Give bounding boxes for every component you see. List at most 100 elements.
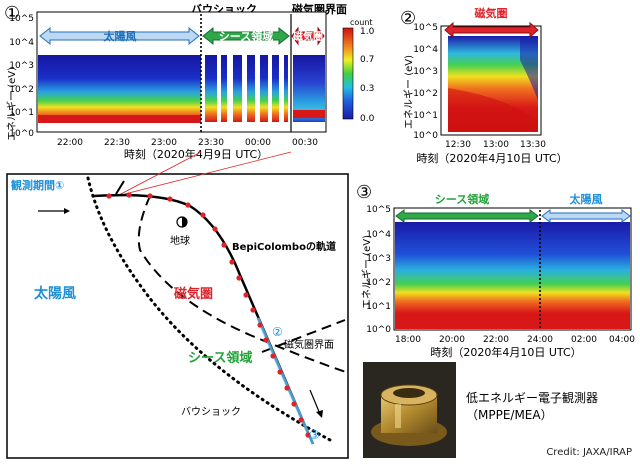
- bow-shock-curve: [86, 176, 332, 442]
- panel-3-number: ③: [356, 182, 372, 203]
- panel-3-x-ticks: 18:00 20:00 22:00 24:00 02:00 04:00: [395, 335, 635, 345]
- panel-2-x-ticks: 12:30 13:00 13:30: [445, 140, 546, 150]
- orbit-point: [298, 417, 304, 423]
- orbit-point: [236, 275, 242, 281]
- panel-2-y-ticks: 10^5 10^4 10^3 10^2 10^1 10^0: [413, 23, 438, 141]
- panel-3-solar-wind-label: 太陽風: [569, 192, 603, 206]
- x-tick: 23:00: [151, 138, 177, 148]
- colorbar-tick: 0.3: [360, 84, 374, 94]
- panel-3-y-axis-label: エネルギー (eV): [361, 235, 373, 309]
- panel-3-solar-wind-arrow: 太陽風: [541, 192, 631, 223]
- orbit-point: [147, 193, 153, 199]
- instrument-photo: [363, 362, 456, 458]
- panel-1-sheath-arrow: シース領域: [202, 26, 290, 46]
- earth-icon: [176, 216, 188, 228]
- y-tick: 10^1: [413, 111, 438, 121]
- panel-1-y-ticks: 10^5 10^4 10^3 10^2 10^1 10^0: [9, 14, 34, 139]
- x-tick: 02:00: [571, 335, 597, 345]
- map-marker-2: ②: [272, 325, 283, 339]
- orbit-diagram-frame: [6, 173, 349, 459]
- panel-1-solar-wind-arrow: 太陽風: [39, 26, 200, 46]
- orbit-point: [305, 432, 311, 438]
- panel-3: ③ エネルギー (eV) シース領域 太陽風 10^5 10^4 10^3 10…: [356, 182, 635, 359]
- sheath-strip: [247, 55, 255, 122]
- panel-3-sheath-label: シース領域: [435, 192, 489, 206]
- connector-line: [116, 151, 202, 197]
- orbit-point: [126, 192, 132, 198]
- y-tick: 10^4: [366, 230, 391, 240]
- sheath-strip: [272, 55, 279, 122]
- panel-2-y-axis-label: エネルギー (eV): [403, 55, 415, 129]
- orbit-point: [243, 292, 249, 298]
- panel-1-magnetosphere-label: 磁気圏: [293, 30, 323, 43]
- flow-arrowhead-bottom: [316, 410, 323, 418]
- orbit-highlight: [256, 317, 315, 445]
- panel-1-x-axis-label: 時刻（2020年4月9日 UTC）: [124, 147, 268, 161]
- colorbar-tick: 0.7: [360, 55, 374, 65]
- orbit-point: [257, 322, 263, 328]
- panel-1-number: ①: [4, 3, 20, 24]
- panel-1-mag-band: [293, 110, 325, 118]
- orbit-point: [212, 226, 218, 232]
- x-tick: 23:30: [198, 138, 224, 148]
- orbit-point: [221, 242, 227, 248]
- panel-2-fade: [520, 36, 538, 100]
- y-tick: 10^0: [413, 131, 438, 141]
- panel-1-sheath-label: シース領域: [219, 29, 273, 43]
- instrument-label-line-1: 低エネルギー電子観測器: [466, 391, 598, 405]
- map-marker-3: ③: [309, 428, 320, 442]
- panel-2-band: [448, 88, 538, 132]
- magnetopause-curve: [137, 195, 347, 373]
- panel-3-y-ticks: 10^5 10^4 10^3 10^2 10^1 10^0: [366, 205, 391, 335]
- x-tick: 22:00: [483, 335, 509, 345]
- y-tick: 10^3: [413, 67, 438, 77]
- panel-3-x-axis-label: 時刻（2020年4月10日 UTC）: [430, 345, 581, 359]
- panel-1: ① バウショック 磁気圏界面 エネルギー (eV) 太陽風: [4, 2, 375, 161]
- sheath-strip: [221, 55, 227, 122]
- x-tick: 12:30: [445, 140, 471, 150]
- orbit-point: [263, 337, 269, 343]
- y-tick: 10^2: [413, 89, 438, 99]
- orbit-point: [270, 353, 276, 359]
- y-tick: 10^5: [9, 14, 34, 24]
- y-tick: 10^4: [9, 38, 34, 48]
- panel-2-magnetosphere-label: 磁気圏: [475, 6, 508, 20]
- panel-2-number: ②: [400, 8, 416, 29]
- orbit-point: [284, 385, 290, 391]
- panel-1-solar-wind-label: 太陽風: [103, 29, 137, 43]
- orbit-point: [200, 212, 206, 218]
- panel-1-spectrogram-solar-wind: [38, 55, 201, 122]
- y-tick: 10^1: [366, 302, 391, 312]
- panel-2-magnetosphere-arrow: 磁気圏: [444, 6, 539, 39]
- map-solar-wind-label: 太陽風: [34, 285, 76, 302]
- orbit-point: [167, 196, 173, 202]
- x-tick: 13:00: [483, 140, 509, 150]
- orbit-point: [250, 307, 256, 313]
- panel-3-spectrogram: [395, 222, 630, 329]
- instrument-label-line-2: （MPPE/MEA）: [466, 408, 553, 422]
- panel-2-x-axis-label: 時刻（2020年4月10日 UTC）: [416, 151, 567, 165]
- credit: Credit: JAXA/IRAP: [546, 447, 632, 458]
- orbit-point: [106, 193, 112, 199]
- connector-line: [116, 151, 292, 197]
- orbit-label: BepiColomboの軌道: [232, 240, 336, 253]
- sheath-strip: [233, 55, 242, 122]
- colorbar: [342, 27, 354, 120]
- y-tick: 10^1: [9, 108, 34, 118]
- x-tick: 00:00: [245, 138, 271, 148]
- colorbar-title: count: [350, 18, 373, 27]
- x-tick: 22:00: [57, 138, 83, 148]
- instrument-highlight: [395, 404, 401, 428]
- instrument-aperture: [393, 388, 425, 398]
- colorbar-tick: 0.0: [360, 114, 375, 124]
- y-tick: 10^3: [9, 61, 34, 71]
- x-tick: 04:00: [609, 335, 635, 345]
- obs-period-pointer: [115, 180, 125, 195]
- orbit-point: [229, 259, 235, 265]
- panel-1-x-ticks: 22:00 22:30 23:00 23:30 00:00 00:30: [57, 138, 318, 148]
- flow-arrow-bottom: [309, 389, 321, 415]
- sheath-strip: [260, 55, 268, 122]
- y-tick: 10^0: [9, 129, 34, 139]
- x-tick: 22:30: [104, 138, 130, 148]
